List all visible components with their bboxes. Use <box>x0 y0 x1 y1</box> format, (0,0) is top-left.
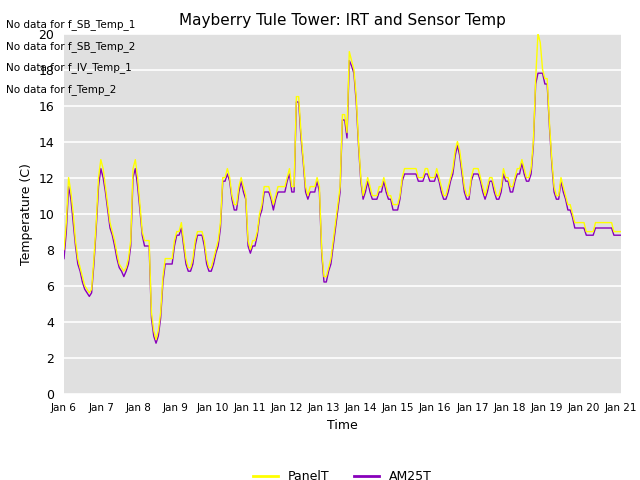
Legend: PanelT, AM25T: PanelT, AM25T <box>248 465 437 480</box>
Text: No data for f_SB_Temp_2: No data for f_SB_Temp_2 <box>6 41 136 52</box>
Text: No data for f_IV_Temp_1: No data for f_IV_Temp_1 <box>6 62 132 73</box>
Y-axis label: Temperature (C): Temperature (C) <box>20 163 33 264</box>
Title: Mayberry Tule Tower: IRT and Sensor Temp: Mayberry Tule Tower: IRT and Sensor Temp <box>179 13 506 28</box>
Text: No data for f_SB_Temp_1: No data for f_SB_Temp_1 <box>6 19 136 30</box>
X-axis label: Time: Time <box>327 419 358 432</box>
Text: No data for f_Temp_2: No data for f_Temp_2 <box>6 84 116 95</box>
